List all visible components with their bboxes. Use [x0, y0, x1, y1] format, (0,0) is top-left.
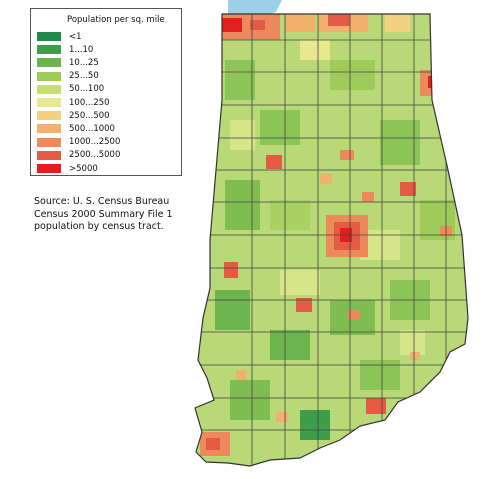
legend-item: 10...25 — [37, 57, 99, 68]
legend: Population per sq. mile <1 1...10 10...25 2… — [30, 8, 182, 176]
legend-label: 250...500 — [69, 110, 110, 121]
legend-item: 1...10 — [37, 44, 93, 55]
legend-label: 25...50 — [69, 71, 99, 82]
legend-swatch — [37, 71, 61, 81]
legend-swatch — [37, 84, 61, 94]
legend-item: <1 — [37, 31, 82, 42]
legend-item: 2500...5000 — [37, 150, 120, 161]
source-line-1: Source: U. S. Census Bureau — [34, 196, 170, 207]
county-borders — [200, 14, 468, 466]
legend-item: >5000 — [37, 163, 98, 174]
legend-label: 100...250 — [69, 97, 110, 108]
legend-swatch — [37, 137, 61, 147]
legend-label: 50...100 — [69, 84, 105, 95]
legend-swatch — [37, 150, 61, 160]
legend-label: 1...10 — [69, 44, 94, 55]
legend-item: 250...500 — [37, 110, 110, 121]
legend-label: 2500...5000 — [69, 150, 121, 161]
legend-item: 50...100 — [37, 84, 104, 95]
density-patches — [200, 14, 455, 456]
legend-item: 100...250 — [37, 97, 110, 108]
legend-swatch — [37, 164, 61, 173]
legend-label: 500...1000 — [69, 123, 115, 134]
legend-item: 500...1000 — [37, 123, 115, 134]
legend-swatch — [37, 45, 61, 55]
legend-label: <1 — [69, 31, 82, 42]
legend-item: 1000...2500 — [37, 137, 120, 148]
legend-label: 1000...2500 — [69, 137, 121, 148]
legend-swatch — [37, 111, 61, 121]
legend-swatch — [37, 32, 61, 41]
legend-title: Population per sq. mile — [67, 15, 165, 25]
source-line-3: population by census tract. — [34, 221, 164, 232]
legend-swatch — [37, 98, 61, 107]
source-note: Source: U. S. Census Bureau Census 2000 … — [34, 196, 214, 234]
legend-swatch — [37, 124, 61, 134]
state-outline — [194, 13, 469, 467]
legend-label: 10...25 — [69, 57, 99, 68]
legend-swatch — [37, 58, 61, 68]
legend-label: >5000 — [69, 163, 98, 174]
source-line-2: Census 2000 Summary File 1 — [34, 208, 173, 220]
legend-item: 25...50 — [37, 71, 99, 82]
